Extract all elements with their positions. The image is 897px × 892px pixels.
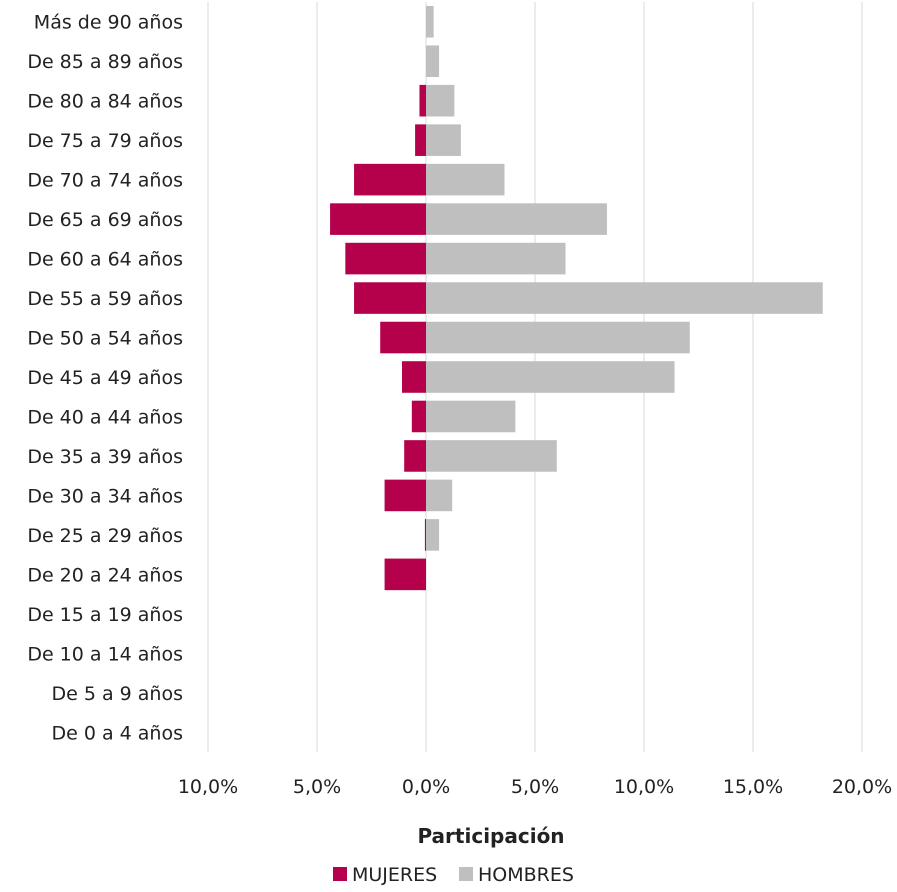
category-label: De 5 a 9 años (51, 683, 183, 705)
category-label: De 10 a 14 años (27, 643, 183, 665)
x-tick-label: 20,0% (832, 776, 892, 798)
category-label: De 85 a 89 años (27, 51, 183, 73)
bar-hombres (426, 361, 675, 393)
bar-hombres (426, 163, 505, 196)
category-label: De 0 a 4 años (51, 722, 183, 744)
bar-mujeres (415, 124, 426, 156)
bar-mujeres (330, 203, 426, 235)
bar-mujeres (402, 361, 426, 393)
bar-mujeres (411, 400, 426, 433)
bar-mujeres (419, 84, 426, 117)
bar-mujeres (384, 558, 426, 591)
category-label: De 15 a 19 años (27, 604, 183, 626)
bar-hombres (426, 203, 607, 235)
legend-swatch-mujeres (333, 867, 347, 881)
bar-hombres (426, 479, 453, 512)
x-tick-label: 5,0% (511, 776, 559, 798)
x-tick-label: 0,0% (402, 776, 450, 798)
bar-mujeres (354, 282, 426, 314)
bar-hombres (426, 440, 557, 472)
x-tick-label: 10,0% (614, 776, 674, 798)
category-label: De 80 a 84 años (27, 91, 183, 113)
bar-hombres (426, 519, 440, 551)
category-label: De 50 a 54 años (27, 328, 183, 350)
x-axis-title: Participación (417, 824, 564, 848)
category-label: De 70 a 74 años (27, 170, 183, 192)
category-label: De 75 a 79 años (27, 130, 183, 152)
category-label: De 35 a 39 años (27, 446, 183, 468)
legend-swatch-hombres (459, 867, 473, 881)
category-label: De 45 a 49 años (27, 367, 183, 389)
bar-mujeres (345, 242, 426, 275)
legend-label-hombres: HOMBRES (478, 864, 574, 886)
category-label: De 60 a 64 años (27, 249, 183, 271)
bar-mujeres (354, 163, 426, 196)
bars (330, 5, 823, 591)
bar-hombres (426, 5, 434, 38)
bar-hombres (426, 45, 440, 77)
x-tick-labels: 10,0% 5,0% 0,0% 5,0% 10,0% 15,0% 20,0% (178, 776, 892, 798)
category-label: De 20 a 24 años (27, 564, 183, 586)
category-label: De 30 a 34 años (27, 485, 183, 507)
legend: MUJERES HOMBRES (333, 864, 574, 886)
bar-hombres (426, 321, 690, 354)
age-group-labels: Más de 90 años De 85 a 89 años De 80 a 84 … (27, 12, 183, 745)
bar-hombres (426, 242, 566, 275)
x-tick-label: 15,0% (723, 776, 783, 798)
bar-hombres (426, 124, 461, 156)
category-label: De 25 a 29 años (27, 525, 183, 547)
category-label: De 65 a 69 años (27, 209, 183, 231)
bar-mujeres (424, 519, 426, 551)
bar-mujeres (404, 440, 426, 472)
bar-mujeres (384, 479, 426, 512)
x-tick-label: 10,0% (178, 776, 238, 798)
category-label: Más de 90 años (34, 12, 183, 34)
bar-hombres (426, 84, 455, 117)
bar-hombres (426, 282, 823, 314)
bar-mujeres (380, 321, 426, 354)
bar-hombres (426, 400, 516, 433)
x-tick-label: 5,0% (293, 776, 341, 798)
category-label: De 55 a 59 años (27, 288, 183, 310)
legend-label-mujeres: MUJERES (352, 864, 437, 886)
category-label: De 40 a 44 años (27, 406, 183, 428)
